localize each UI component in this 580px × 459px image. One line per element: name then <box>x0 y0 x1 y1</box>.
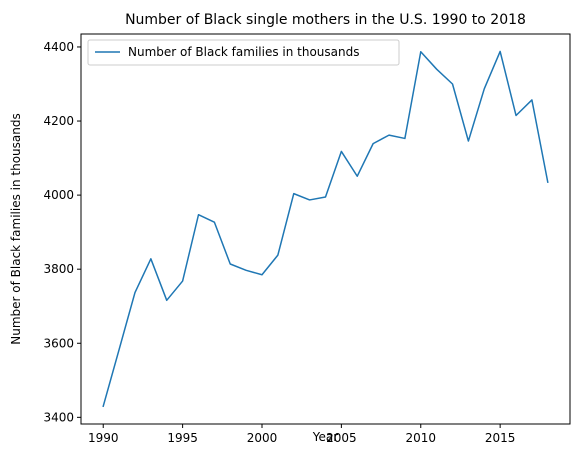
legend-label: Number of Black families in thousands <box>128 45 360 59</box>
x-tick-label: 1990 <box>88 431 119 445</box>
y-tick-label: 3800 <box>43 262 74 276</box>
y-tick-label: 3400 <box>43 410 74 424</box>
y-tick-label: 4400 <box>43 40 74 54</box>
y-tick-label: 4200 <box>43 114 74 128</box>
y-axis-ticks: 3400 3600 3800 4000 4200 4400 <box>43 40 81 424</box>
plot-frame <box>81 34 570 424</box>
x-tick-label: 2015 <box>485 431 516 445</box>
series-line-0 <box>103 51 548 406</box>
x-tick-label: 2000 <box>247 431 278 445</box>
x-axis-label: Year <box>312 430 338 444</box>
x-tick-label: 1995 <box>167 431 198 445</box>
series-layer <box>103 51 548 406</box>
y-tick-label: 3600 <box>43 336 74 350</box>
y-tick-label: 4000 <box>43 188 74 202</box>
chart-title: Number of Black single mothers in the U.… <box>125 12 526 28</box>
legend: Number of Black families in thousands <box>88 40 399 65</box>
y-axis-label: Number of Black families in thousands <box>9 113 23 345</box>
x-tick-label: 2010 <box>405 431 436 445</box>
